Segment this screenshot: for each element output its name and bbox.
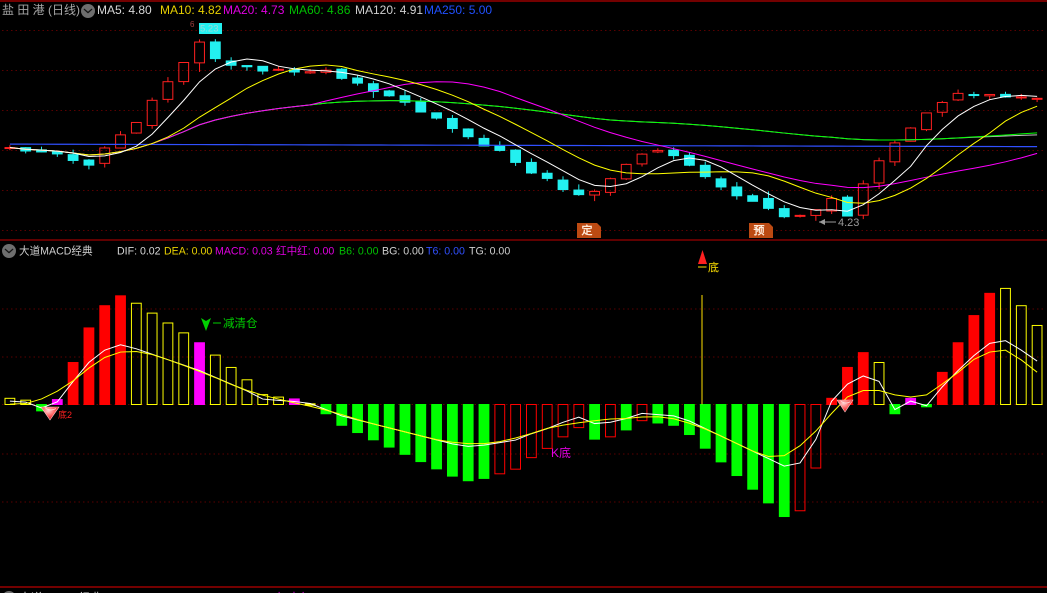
svg-text:大道MACD经典: 大道MACD经典	[19, 245, 93, 258]
svg-text:盐 田 港 (日线): 盐 田 港 (日线)	[2, 3, 80, 17]
svg-text:MA120: 4.91: MA120: 4.91	[355, 3, 423, 17]
svg-text:减清仓: 减清仓	[223, 316, 258, 330]
svg-text:MA250: 5.00: MA250: 5.00	[424, 3, 492, 17]
svg-text:MA20: 4.73: MA20: 4.73	[223, 3, 285, 17]
svg-text:DIF: 0.02: DIF: 0.02	[117, 246, 161, 258]
svg-text:TG: 0.00: TG: 0.00	[469, 246, 510, 258]
svg-text:6: 6	[190, 20, 195, 29]
svg-text:5.23: 5.23	[200, 24, 219, 35]
svg-text:BG: 0.00: BG: 0.00	[382, 246, 424, 258]
svg-text:K底: K底	[551, 445, 571, 460]
svg-text:B6: 0.00: B6: 0.00	[339, 246, 379, 258]
svg-text:底: 底	[708, 260, 719, 274]
svg-text:定: 定	[582, 223, 593, 237]
svg-text:预: 预	[754, 223, 765, 237]
svg-text:底2: 底2	[58, 409, 72, 420]
svg-text:DEA: 0.00: DEA: 0.00	[164, 246, 212, 258]
svg-text:红中红: 0.00: 红中红: 0.00	[276, 245, 334, 258]
svg-text:T6: 0.00: T6: 0.00	[426, 246, 465, 258]
svg-text:MA10: 4.82: MA10: 4.82	[160, 3, 222, 17]
svg-text:MA5: 4.80: MA5: 4.80	[97, 3, 152, 17]
svg-text:MACD: 0.03: MACD: 0.03	[215, 246, 273, 258]
svg-text:MA60: 4.86: MA60: 4.86	[289, 3, 351, 17]
svg-text:4.23: 4.23	[838, 217, 859, 229]
